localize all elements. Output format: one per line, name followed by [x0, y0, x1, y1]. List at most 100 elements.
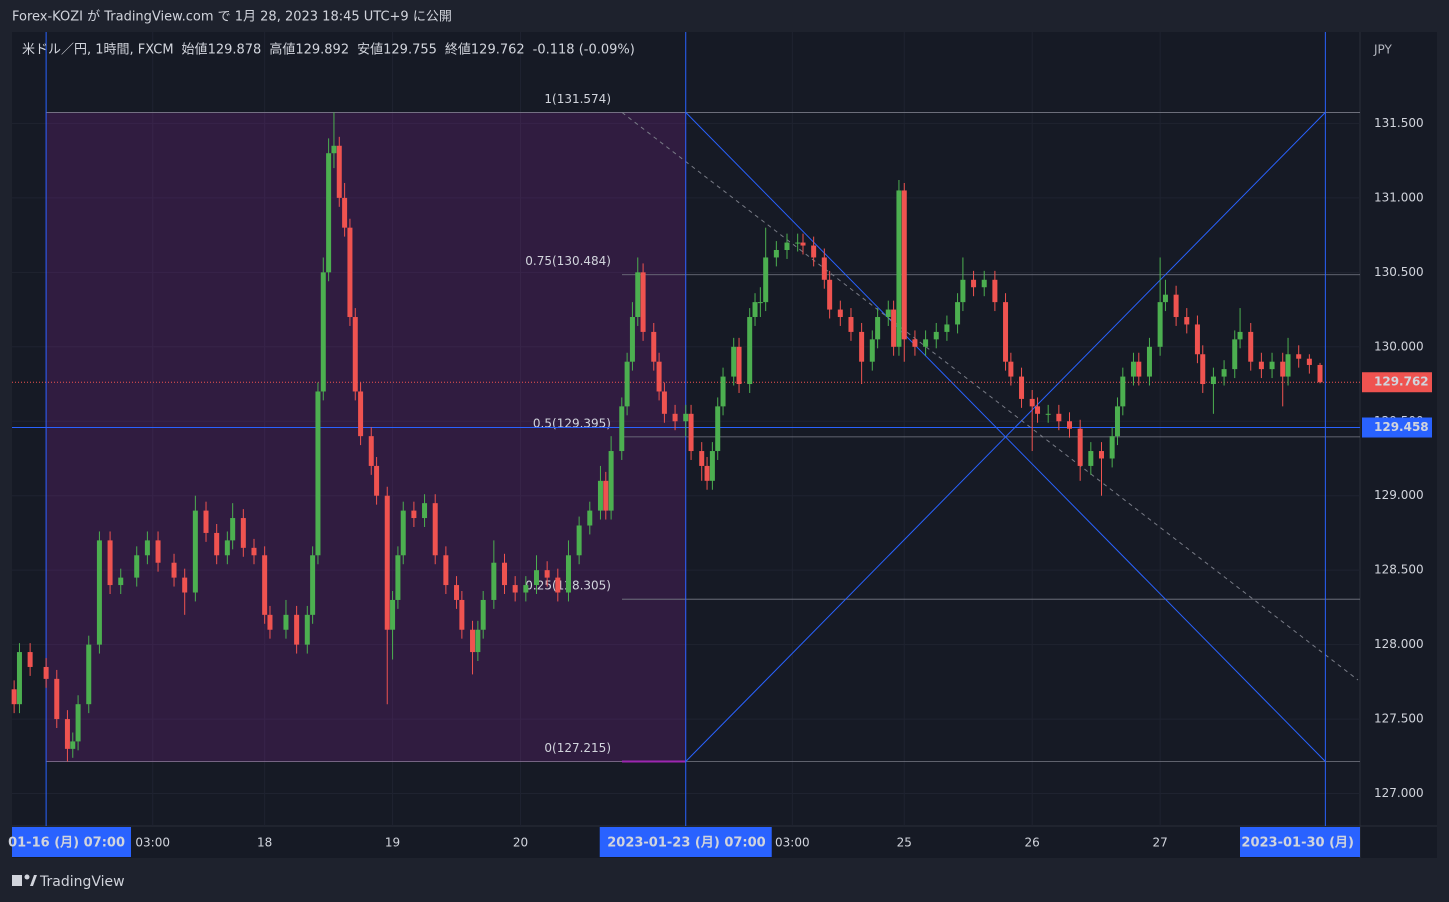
candle-body [683, 413, 689, 422]
candle-body [54, 678, 60, 720]
y-tick-label: 128.500 [1374, 563, 1424, 577]
candle-body [1146, 346, 1152, 377]
candle-body [11, 689, 17, 705]
candle-body [336, 145, 342, 198]
candle-body [400, 510, 406, 556]
candle-body [480, 599, 486, 630]
legend-close: 129.762 [471, 43, 525, 58]
candle-body [347, 227, 353, 318]
candle-body [555, 577, 561, 593]
candle-body [1029, 398, 1035, 407]
candle-body [869, 339, 875, 362]
candle-body [1194, 324, 1200, 355]
legend-change: -0.118 (-0.09%) [533, 43, 635, 58]
x-marker-box [1240, 827, 1360, 857]
candle-body [70, 741, 76, 749]
candle-body [411, 510, 417, 519]
candle-body [1258, 361, 1264, 370]
candle-body [1003, 302, 1009, 362]
candle-body [203, 510, 209, 533]
candle-body [155, 540, 161, 563]
candle-body [224, 540, 230, 556]
candle-body [811, 245, 817, 258]
y-tick-label: 131.500 [1374, 116, 1424, 130]
x-tick-label: 03:00 [135, 836, 170, 850]
candle-body [827, 279, 833, 310]
legend-open-label: 始値 [182, 42, 208, 58]
legend-symbol: 米ドル／円, 1時間, FXCM [22, 43, 174, 58]
candle-body [821, 257, 827, 280]
legend-close-label: 終値 [445, 42, 471, 58]
candle-body [981, 279, 987, 288]
candle-body [443, 555, 449, 586]
candle-body [1210, 376, 1216, 385]
candle-body [1248, 331, 1254, 362]
candle-body [1077, 428, 1083, 466]
candle-body [608, 451, 614, 511]
candle-body [267, 614, 273, 630]
candle-body [374, 465, 380, 496]
candle-body [310, 555, 316, 615]
x-tick-label: 18 [257, 836, 272, 850]
candle-body [1067, 421, 1073, 429]
candle-body [459, 599, 465, 630]
candle-body [603, 480, 609, 511]
candle-body [885, 309, 891, 318]
candle-body [651, 331, 657, 362]
candle-body [502, 562, 508, 586]
candle-body [368, 436, 374, 466]
candle-body [171, 562, 177, 578]
candle-body [523, 585, 529, 593]
candle-body [1162, 294, 1168, 303]
logo [12, 874, 37, 886]
candle-body [315, 391, 321, 556]
candle-body [251, 547, 257, 556]
y-tick-label: 129.000 [1374, 488, 1424, 502]
x-tick-label: 26 [1025, 836, 1040, 850]
publisher: Forex-KOZI が TradingView.com で 1月 28, 20… [12, 10, 452, 25]
candle-body [454, 585, 460, 600]
candle-body [384, 495, 390, 630]
y-tick-label: 130.000 [1374, 339, 1424, 353]
candle-body [1200, 354, 1206, 385]
fib-label: 0(127.215) [544, 741, 611, 755]
candle-body [901, 190, 907, 340]
candle-body [1184, 317, 1190, 325]
candle-body [731, 346, 737, 377]
candle-body [470, 629, 476, 653]
candle-body [624, 361, 630, 407]
candle-body [395, 555, 401, 600]
x-marker-box [12, 827, 131, 857]
candle-body [144, 540, 150, 556]
candle-body [763, 257, 769, 303]
candle-body [1019, 376, 1025, 399]
candle-body [773, 250, 779, 258]
fib-label: 1(131.574) [544, 92, 611, 106]
x-marker-label: 2023-01-30 (月) [1241, 836, 1354, 851]
x-marker-label: 01-16 (月) 07:00 [8, 836, 125, 851]
candle-body [923, 339, 929, 347]
x-tick-label: 20 [513, 836, 528, 850]
candle-body [491, 562, 497, 600]
candle-body [635, 272, 641, 318]
candle-body [1098, 451, 1104, 459]
candle-body [432, 503, 438, 556]
candle-body [619, 406, 625, 452]
candle-body [422, 503, 428, 519]
candle-body [661, 391, 667, 414]
candle-body [107, 540, 113, 586]
candle-body [587, 510, 593, 526]
candle-body [1285, 354, 1291, 377]
legend-low: 129.755 [383, 43, 437, 58]
candle-body [960, 279, 966, 303]
candle-body [1237, 331, 1243, 340]
candle-body [992, 279, 998, 303]
candle-body [597, 480, 603, 511]
candle-body [352, 317, 358, 392]
candle-body [629, 317, 635, 362]
price-unit: JPY [1373, 43, 1393, 57]
legend-high: 129.892 [295, 43, 349, 58]
candle-body [118, 577, 124, 586]
candle-body [1130, 361, 1136, 377]
